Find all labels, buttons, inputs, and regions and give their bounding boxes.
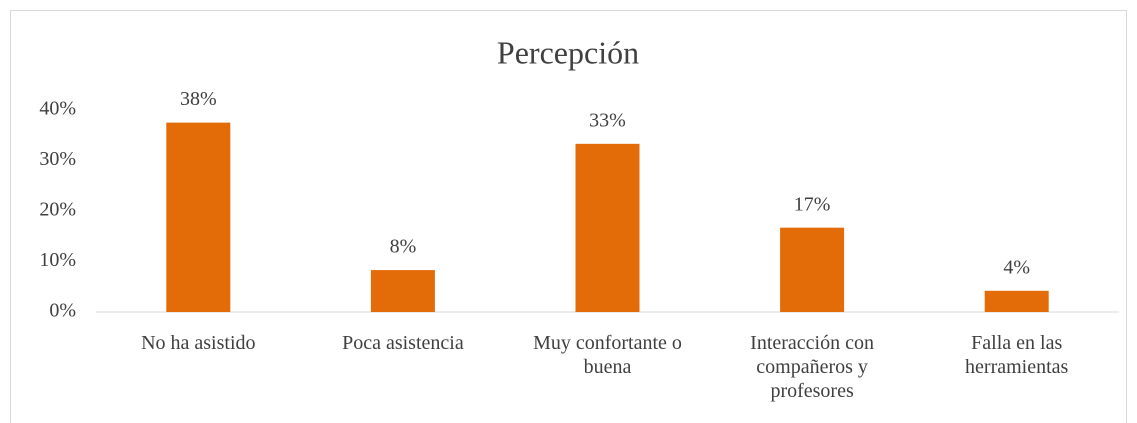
x-tick-label: Falla en las herramientas: [965, 332, 1069, 378]
y-tick-label: 40%: [39, 98, 76, 120]
data-label: 4%: [1003, 256, 1030, 278]
y-tick-label: 10%: [39, 249, 76, 271]
y-tick-label: 30%: [39, 148, 76, 170]
x-tick-label: No ha asistido: [141, 332, 256, 354]
data-label: 17%: [794, 193, 831, 215]
data-label: 33%: [589, 109, 626, 131]
bar: [370, 270, 435, 312]
bar: [984, 290, 1049, 312]
x-tick-label: Muy confortante o buena: [533, 332, 682, 378]
x-tick-label: Interacción con compañeros y profesores: [750, 332, 874, 402]
data-label: 8%: [390, 236, 417, 258]
bar: [575, 143, 640, 312]
chart-frame: [10, 10, 1127, 423]
chart-title: Percepción: [497, 34, 639, 70]
y-tick-label: 0%: [49, 300, 76, 322]
x-tick-label: Poca asistencia: [342, 332, 464, 354]
data-label: 38%: [180, 88, 217, 110]
y-tick-label: 20%: [39, 199, 76, 221]
bar: [166, 122, 231, 312]
bar: [780, 227, 845, 312]
